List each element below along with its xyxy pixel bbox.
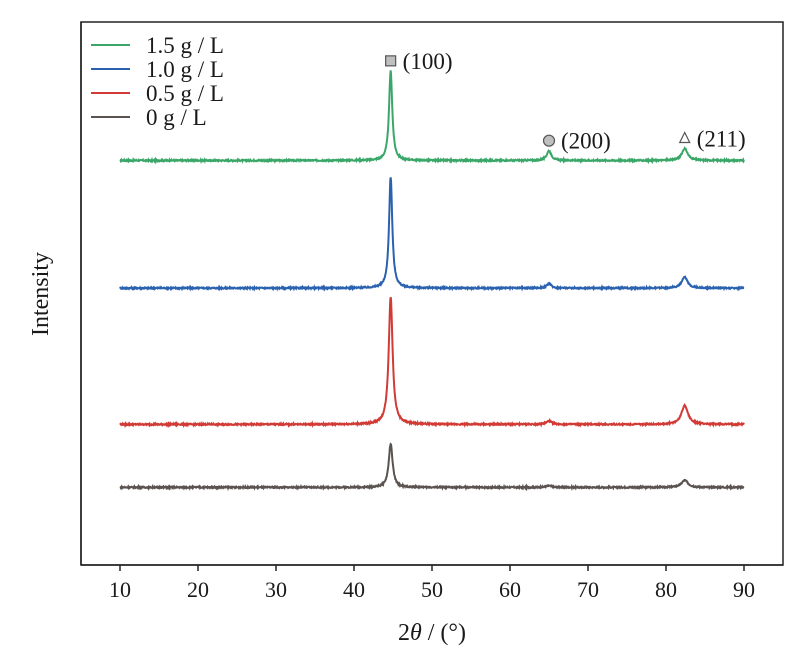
legend-label-3: 0 g / L [146, 105, 207, 130]
annotation-label-2: (211) [697, 127, 746, 152]
x-tick-label-2: 30 [265, 577, 287, 602]
x-tick-label-0: 10 [109, 577, 131, 602]
plot-area: (100) (200) (211) [80, 21, 784, 566]
annotation-marker-0 [385, 55, 397, 67]
legend-label-2: 0.5 g / L [146, 81, 224, 106]
annotation-marker-2 [678, 131, 691, 144]
x-tick-label-1: 20 [187, 577, 209, 602]
x-tick-label-5: 60 [499, 577, 521, 602]
legend: 1.5 g / L1.0 g / L0.5 g / L0 g / L [91, 33, 224, 130]
series-line-1 [119, 177, 745, 292]
annotation-label-0: (100) [403, 49, 453, 74]
legend-label-0: 1.5 g / L [146, 33, 224, 58]
annotation-marker-1 [542, 134, 556, 147]
annotation-label-1: (200) [561, 129, 611, 154]
x-axis-label-prefix: 2 [398, 620, 410, 646]
x-tick-label-6: 70 [577, 577, 599, 602]
legend-label-1: 1.0 g / L [146, 57, 224, 82]
x-tick-label-7: 80 [655, 577, 677, 602]
x-axis-label: 2θ / (°) [398, 620, 466, 646]
x-axis-label-symbol: θ [410, 620, 422, 646]
x-tick-group: 10 20 30 40 50 60 70 80 90 [109, 565, 755, 602]
series-line-2 [119, 297, 745, 429]
x-tick-label-8: 90 [733, 577, 755, 602]
y-axis-label: Intensity [28, 252, 54, 336]
annotation-group: (100) (200) (211) [385, 49, 746, 154]
series-line-3 [119, 442, 745, 492]
x-tick-label-3: 40 [343, 577, 365, 602]
series-group [119, 70, 745, 492]
x-tick-label-4: 50 [421, 577, 443, 602]
series-line-0 [119, 70, 745, 165]
x-axis-label-unit: / (°) [422, 620, 466, 646]
